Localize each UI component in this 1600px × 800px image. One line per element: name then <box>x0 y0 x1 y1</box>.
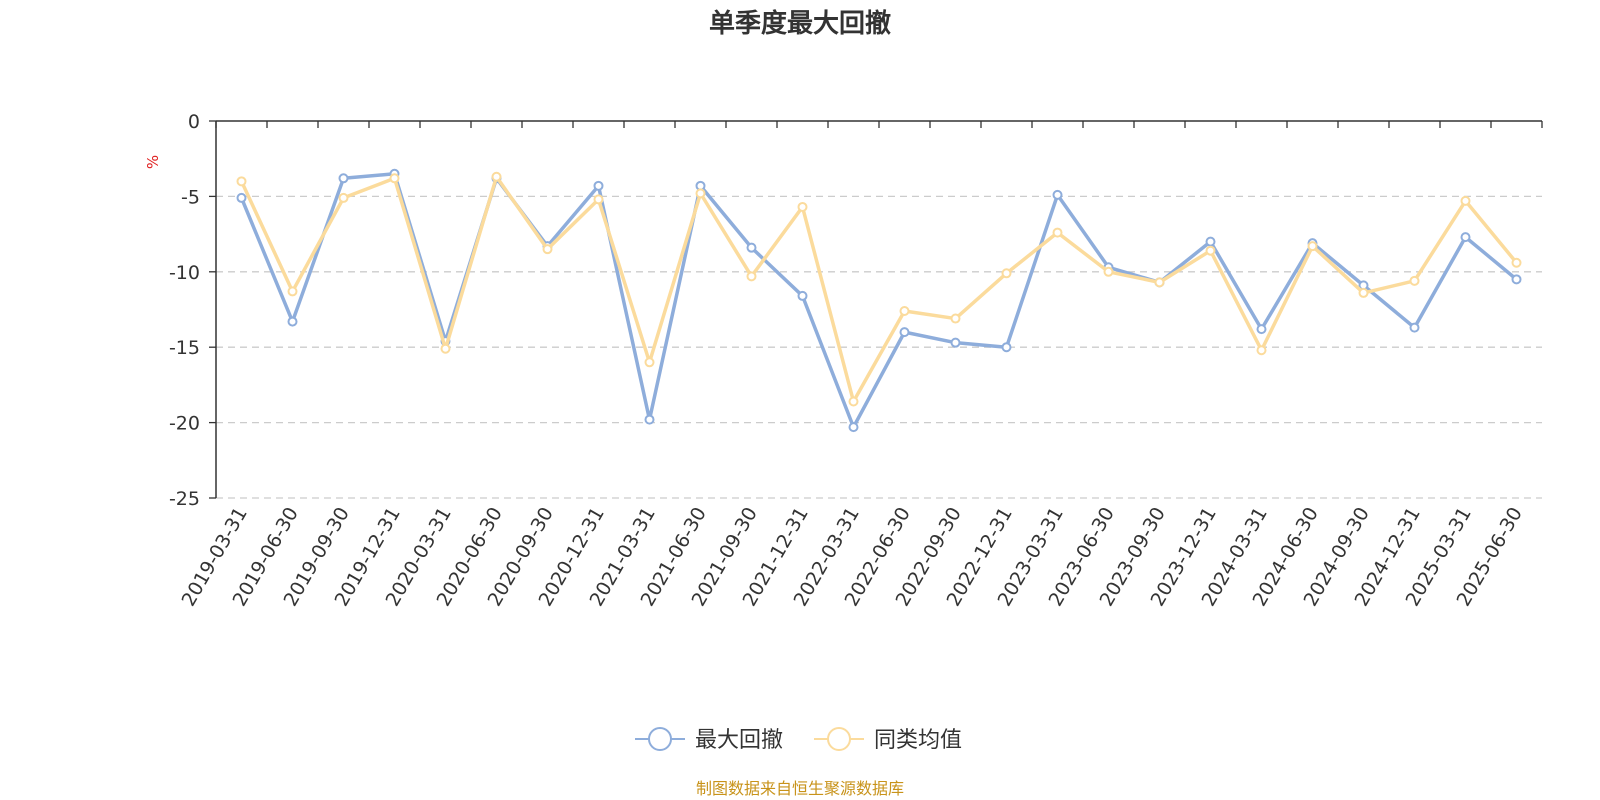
data-point[interactable] <box>389 173 400 184</box>
data-point[interactable] <box>746 271 757 282</box>
legend-label: 最大回撤 <box>695 728 783 753</box>
legend-label: 同类均值 <box>874 728 962 753</box>
y-tick-label: -10 <box>169 262 200 284</box>
series-line <box>239 175 1518 404</box>
data-point[interactable] <box>1205 245 1216 256</box>
legend-marker <box>648 727 672 751</box>
data-point[interactable] <box>1205 236 1216 247</box>
data-point[interactable] <box>1460 232 1471 243</box>
chart-title: 单季度最大回撤 <box>709 8 891 39</box>
data-point[interactable] <box>1103 266 1114 277</box>
data-point[interactable] <box>848 396 859 407</box>
data-point[interactable] <box>1052 227 1063 238</box>
data-point[interactable] <box>695 188 706 199</box>
series-lines <box>236 168 1522 433</box>
data-point[interactable] <box>644 357 655 368</box>
y-tick-label: 0 <box>188 111 200 133</box>
data-point[interactable] <box>746 242 757 253</box>
data-point[interactable] <box>1154 277 1165 288</box>
data-point[interactable] <box>338 173 349 184</box>
data-point[interactable] <box>542 244 553 255</box>
y-tick-label: -15 <box>169 337 200 359</box>
grid-lines <box>216 195 1542 499</box>
data-point[interactable] <box>1358 287 1369 298</box>
data-point[interactable] <box>1052 189 1063 200</box>
data-point[interactable] <box>440 343 451 354</box>
legend-item-1[interactable]: 最大回撤 <box>635 727 783 753</box>
data-point[interactable] <box>848 422 859 433</box>
data-point[interactable] <box>797 290 808 301</box>
data-point[interactable] <box>1256 324 1267 335</box>
data-point[interactable] <box>1409 322 1420 333</box>
legend[interactable]: 最大回撤 同类均值 <box>635 727 962 753</box>
data-point[interactable] <box>287 316 298 327</box>
data-point[interactable] <box>950 337 961 348</box>
data-point[interactable] <box>1307 241 1318 252</box>
data-point[interactable] <box>491 171 502 182</box>
data-point[interactable] <box>644 414 655 425</box>
data-point[interactable] <box>1256 345 1267 356</box>
y-tick-label: -25 <box>169 488 200 510</box>
series-2 <box>236 171 1522 407</box>
legend-item-2[interactable]: 同类均值 <box>814 727 962 753</box>
y-tick-label: -5 <box>181 186 200 208</box>
data-point[interactable] <box>899 306 910 317</box>
data-point[interactable] <box>338 192 349 203</box>
data-point[interactable] <box>236 176 247 187</box>
data-point[interactable] <box>593 194 604 205</box>
data-point[interactable] <box>236 192 247 203</box>
data-point[interactable] <box>1511 274 1522 285</box>
data-point[interactable] <box>1001 268 1012 279</box>
y-tick-label: -20 <box>169 413 200 435</box>
data-point[interactable] <box>1001 342 1012 353</box>
data-point[interactable] <box>1511 257 1522 268</box>
data-point[interactable] <box>593 180 604 191</box>
data-point[interactable] <box>1460 195 1471 206</box>
data-point[interactable] <box>797 201 808 212</box>
data-point[interactable] <box>950 313 961 324</box>
data-point[interactable] <box>1409 275 1420 286</box>
data-point[interactable] <box>899 327 910 338</box>
data-point[interactable] <box>287 286 298 297</box>
data-source-note: 制图数据来自恒生聚源数据库 <box>696 779 904 798</box>
y-axis-unit-label: % <box>144 155 162 169</box>
legend-marker <box>827 727 851 751</box>
